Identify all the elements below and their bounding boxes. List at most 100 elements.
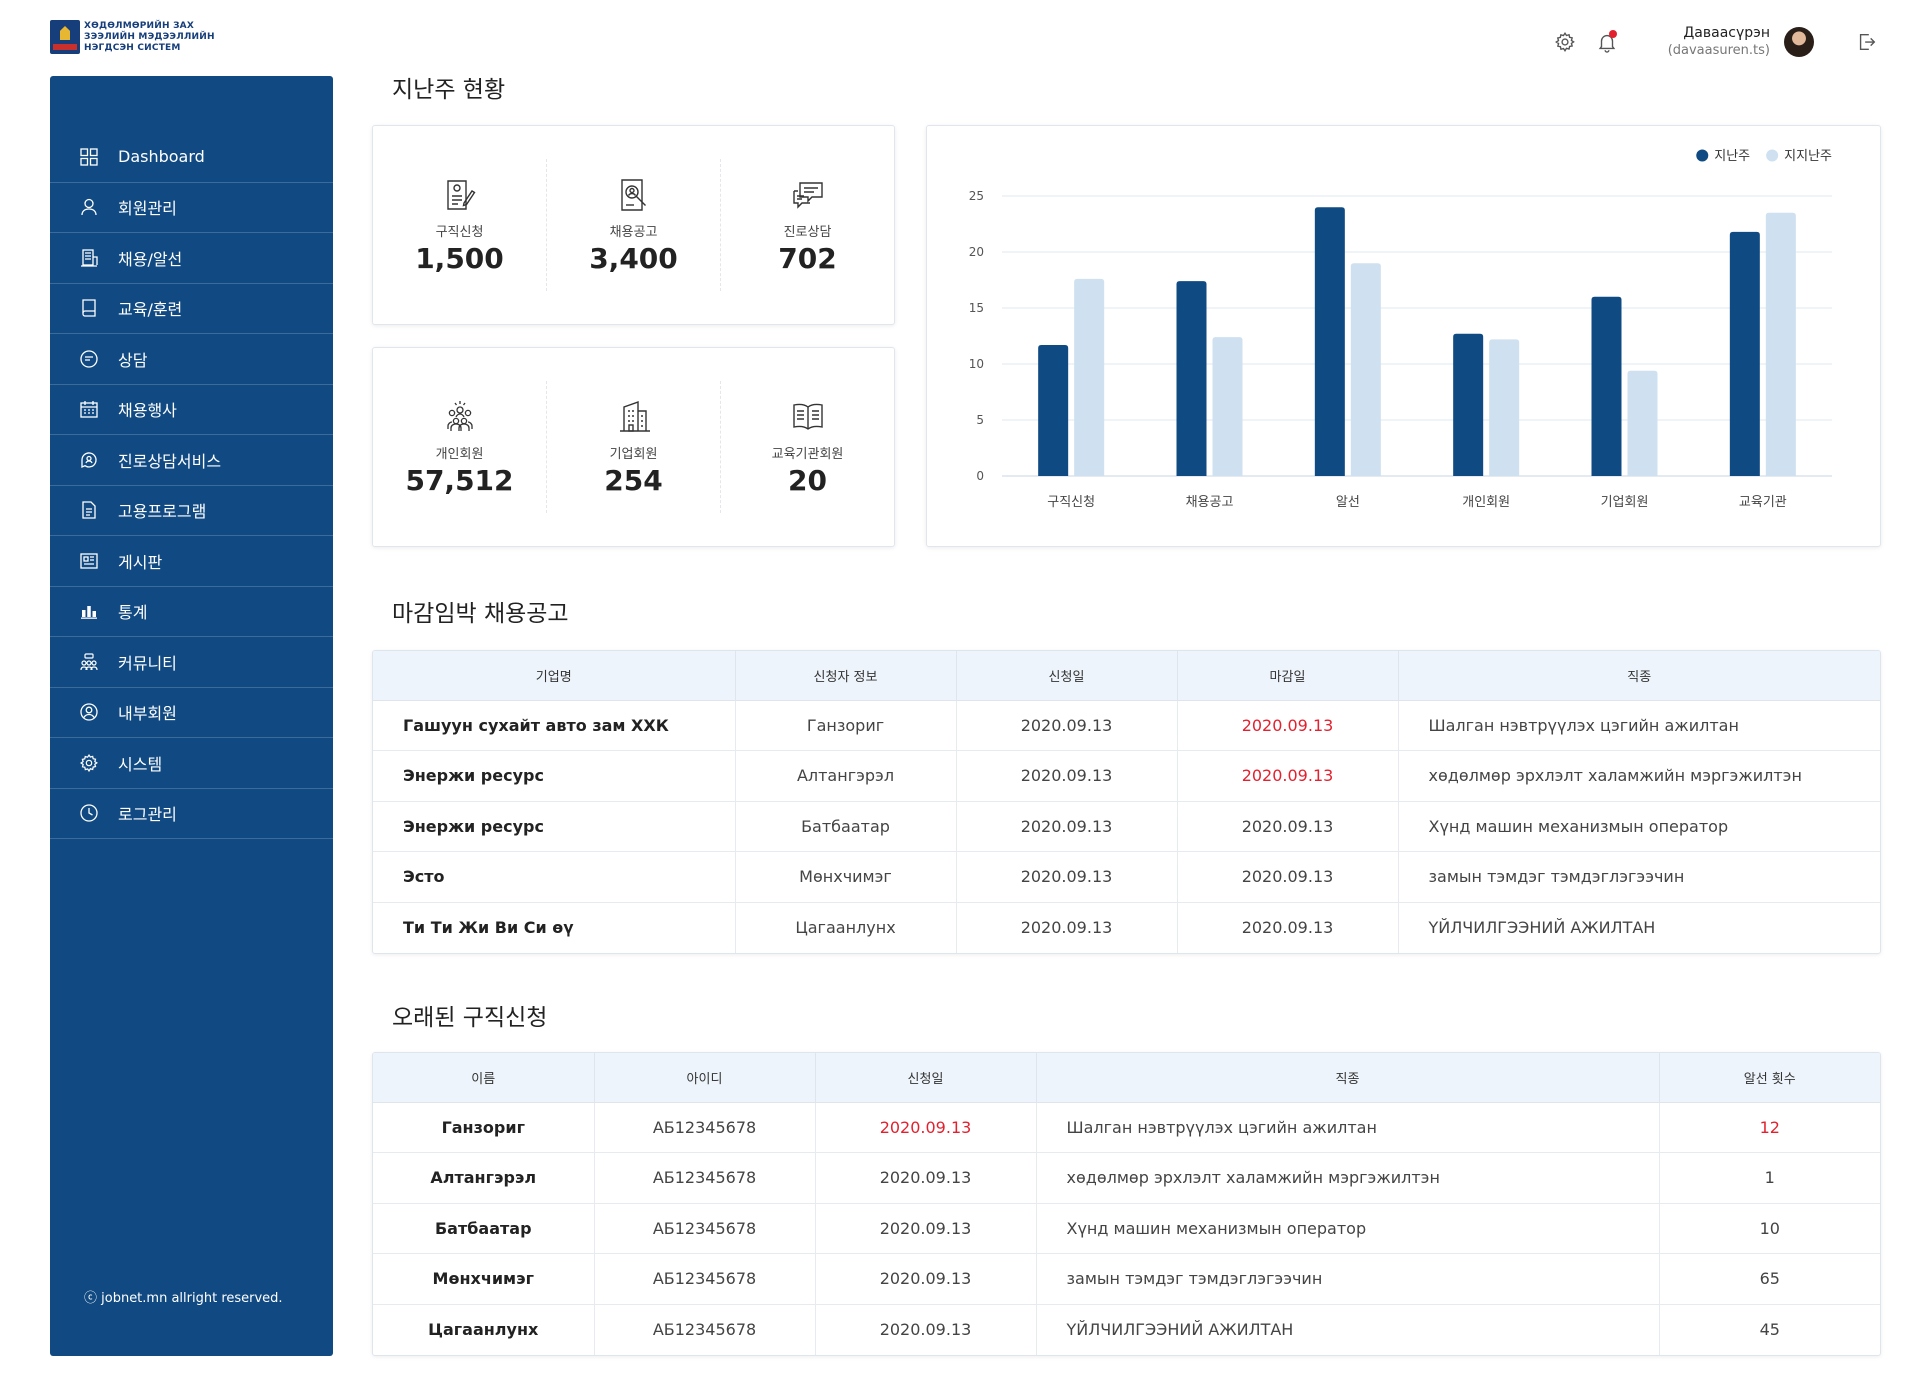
gear-icon[interactable]: [1552, 29, 1578, 55]
deadline-table: 기업명 신청자 정보 신청일 마감일 직종 Гашуун сухайт авто…: [372, 650, 1881, 954]
name-cell[interactable]: Алтангэрэл: [373, 1152, 595, 1204]
sidebar-item-education[interactable]: 교육/훈련: [50, 284, 333, 334]
bar-last-week[interactable]: [1729, 231, 1760, 476]
name-cell[interactable]: Батбаатар: [373, 1203, 595, 1254]
bar-last-week[interactable]: [1453, 333, 1484, 476]
company-cell[interactable]: Ти Ти Жи Ви Си өү: [373, 902, 736, 953]
bar-week-before[interactable]: [1074, 278, 1105, 476]
sidebar-item-label: 커뮤니티: [118, 653, 177, 673]
table-row[interactable]: Гашуун сухайт авто зам ХХК Ганзориг 2020…: [373, 700, 1880, 751]
company-cell[interactable]: Гашуун сухайт авто зам ХХК: [373, 700, 736, 751]
stat-education-members[interactable]: 교육기관회원 20: [721, 381, 894, 513]
bell-icon[interactable]: [1594, 29, 1620, 55]
company-cell[interactable]: Энержи ресурс: [373, 801, 736, 852]
column-header[interactable]: 이름: [373, 1053, 595, 1103]
company-cell[interactable]: Эсто: [373, 851, 736, 903]
user-info[interactable]: Даваасүрэн (davaasuren.ts): [1668, 24, 1770, 60]
bar-last-week[interactable]: [1591, 296, 1622, 476]
bar-week-before[interactable]: [1212, 337, 1243, 476]
avatar[interactable]: [1784, 27, 1814, 57]
column-header[interactable]: 마감일: [1177, 651, 1399, 701]
consult-icon: [78, 449, 100, 471]
stat-value: 3,400: [589, 242, 678, 275]
column-header[interactable]: 직종: [1036, 1053, 1660, 1103]
table-row[interactable]: Эсто Мөнхчимэг 2020.09.13 2020.09.13 зам…: [373, 851, 1880, 903]
job-type-cell: хөдөлмөр эрхлэлт халамжийн мэргэжилтэн: [1398, 750, 1880, 802]
applicant-cell: Ганзориг: [735, 700, 957, 751]
name-cell[interactable]: Мөнхчимэг: [373, 1253, 595, 1305]
community-icon: [78, 651, 100, 673]
job-type-cell: ҮЙЛЧИЛГЭЭНИЙ АЖИЛТАН: [1428, 918, 1656, 937]
applied-date-cell: 2020.09.13: [956, 801, 1178, 852]
bar-week-before[interactable]: [1627, 370, 1658, 476]
stat-value: 57,512: [405, 464, 514, 497]
logout-icon[interactable]: [1854, 29, 1880, 55]
stat-label: 채용공고: [609, 225, 658, 240]
stat-label: 개인회원: [435, 447, 484, 462]
member-circle-icon: [78, 701, 100, 723]
sidebar-item-log-management[interactable]: 로그관리: [50, 789, 333, 839]
stat-corporate-members[interactable]: 기업회원 254: [547, 381, 721, 513]
column-header[interactable]: 알선 횟수: [1659, 1053, 1880, 1103]
deadline-date-cell: 2020.09.13: [1177, 750, 1399, 802]
table-row[interactable]: Энержи ресурс Батбаатар 2020.09.13 2020.…: [373, 801, 1880, 852]
sidebar-item-members[interactable]: 회원관리: [50, 183, 333, 233]
bar-week-before[interactable]: [1765, 212, 1796, 477]
sidebar-item-label: 게시판: [118, 552, 163, 572]
sidebar-item-employment-program[interactable]: 고용프로그램: [50, 486, 333, 536]
stat-job-postings[interactable]: 채용공고 3,400: [547, 159, 721, 291]
bar-last-week[interactable]: [1314, 207, 1345, 476]
column-header[interactable]: 신청일: [815, 1053, 1037, 1103]
bar-week-before[interactable]: [1489, 339, 1520, 476]
sidebar-item-statistics[interactable]: 통계: [50, 587, 333, 637]
table-row[interactable]: Энержи ресурс Алтангэрэл 2020.09.13 2020…: [373, 750, 1880, 802]
chart-grid: 0 5 10 15 20 25: [969, 189, 1832, 483]
state-emblem-icon: [50, 20, 80, 54]
table-row[interactable]: Мөнхчимэг АБ12345678 2020.09.13 замын тэ…: [373, 1253, 1880, 1305]
column-header[interactable]: 아이디: [594, 1053, 816, 1103]
id-cell: АБ12345678: [594, 1304, 816, 1355]
table-row[interactable]: Батбаатар АБ12345678 2020.09.13 Хүнд маш…: [373, 1203, 1880, 1254]
name-cell[interactable]: Цагаанлунх: [373, 1304, 595, 1355]
sidebar-item-internal-members[interactable]: 내부회원: [50, 688, 333, 738]
bar-week-before[interactable]: [1350, 263, 1381, 476]
bar-last-week[interactable]: [1176, 281, 1207, 476]
bar-last-week[interactable]: [1038, 344, 1069, 476]
company-cell[interactable]: Энержи ресурс: [373, 750, 736, 802]
brand-logo[interactable]: ХӨДӨЛМӨРИЙН ЗАХ ЗЭЭЛИЙН МЭДЭЭЛЛИЙН НЭГДС…: [50, 20, 215, 54]
referral-count-cell: 45: [1759, 1320, 1780, 1339]
stat-career-consulting[interactable]: 진로상담 702: [721, 159, 894, 291]
column-header[interactable]: 신청일: [956, 651, 1178, 701]
table-row[interactable]: Алтангэрэл АБ12345678 2020.09.13 хөдөлмө…: [373, 1152, 1880, 1204]
chart-bars: [1038, 207, 1796, 477]
table-row[interactable]: Ти Ти Жи Ви Си өү Цагаанлунх 2020.09.13 …: [373, 902, 1880, 953]
sidebar-item-career-service[interactable]: 진로상담서비스: [50, 435, 333, 486]
stat-value: 702: [778, 242, 837, 275]
sidebar-item-board[interactable]: 게시판: [50, 536, 333, 587]
sidebar-item-recruitment[interactable]: 채용/알선: [50, 233, 333, 284]
sidebar-item-job-events[interactable]: 채용행사: [50, 385, 333, 435]
table-row[interactable]: Цагаанлунх АБ12345678 2020.09.13 ҮЙЛЧИЛГ…: [373, 1304, 1880, 1355]
y-tick-label: 25: [969, 189, 984, 203]
sidebar-item-dashboard[interactable]: Dashboard: [50, 132, 333, 183]
sidebar-item-consultation[interactable]: 상담: [50, 334, 333, 385]
column-header[interactable]: 기업명: [373, 651, 736, 701]
chat-bubbles-icon: [792, 182, 823, 209]
table-row[interactable]: Ганзориг АБ12345678 2020.09.13 Шалган нэ…: [373, 1102, 1880, 1153]
applicant-cell: Алтангэрэл: [735, 750, 957, 802]
referral-count-cell: 1: [1659, 1152, 1880, 1204]
applied-date-cell: 2020.09.13: [956, 851, 1178, 903]
deadline-date-cell: 2020.09.13: [1177, 801, 1399, 852]
column-header[interactable]: 신청자 정보: [735, 651, 957, 701]
name-cell[interactable]: Ганзориг: [373, 1102, 595, 1153]
stat-job-applications[interactable]: 구직신청 1,500: [373, 159, 547, 291]
y-tick-label: 5: [976, 413, 984, 427]
deadline-date-cell: 2020.09.13: [1177, 851, 1399, 903]
stat-individual-members[interactable]: 개인회원 57,512: [373, 381, 547, 513]
column-header[interactable]: 직종: [1398, 651, 1880, 701]
sidebar-item-community[interactable]: 커뮤니티: [50, 637, 333, 688]
sidebar-item-system[interactable]: 시스템: [50, 738, 333, 789]
section-title-old-applications: 오래된 구직신청: [392, 1005, 548, 1031]
table-header-row: 이름 아이디 신청일 직종 알선 횟수: [373, 1053, 1880, 1103]
stat-label: 진로상담: [783, 225, 832, 240]
